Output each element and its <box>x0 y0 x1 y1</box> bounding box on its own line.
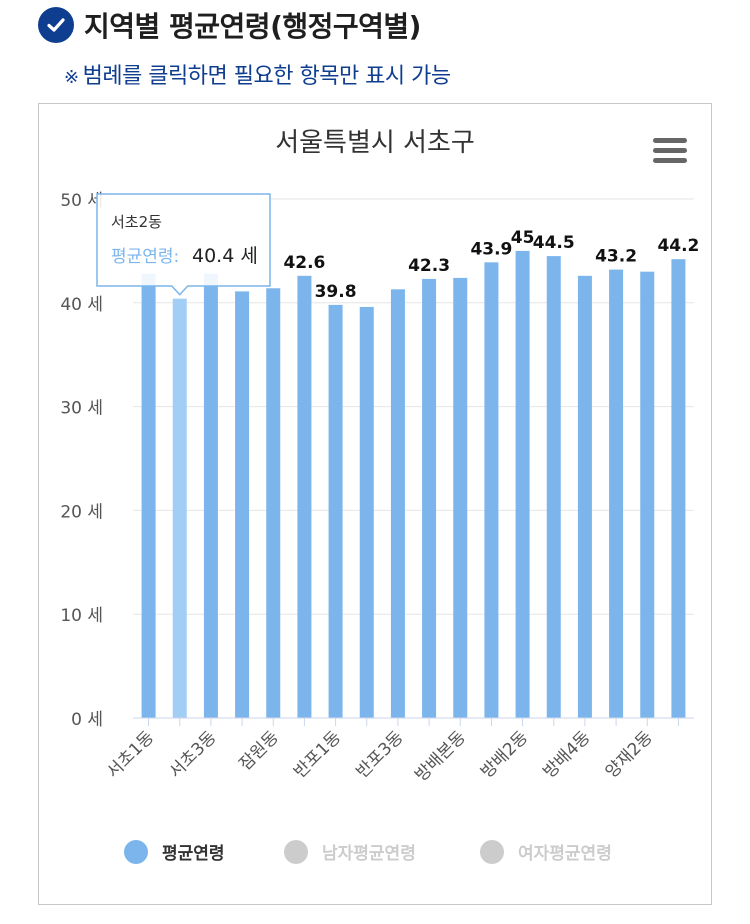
bar-반포3동[interactable] <box>390 289 405 718</box>
x-tick-label: 방배4동 <box>539 727 594 782</box>
y-tick-label: 10 세 <box>60 606 103 626</box>
page-title: 지역별 평균연령(행정구역별) <box>84 10 421 43</box>
data-label: 39.8 <box>315 282 357 302</box>
data-label: 43.2 <box>595 247 637 267</box>
legend-marker <box>124 840 148 864</box>
bar-방배본동[interactable] <box>453 277 468 718</box>
y-tick-label: 20 세 <box>60 502 103 522</box>
x-tick-label: 서초3동 <box>165 727 220 782</box>
tooltip-value: 40.4 세 <box>192 245 258 267</box>
data-label: 45 <box>511 228 535 248</box>
hamburger-menu-icon[interactable] <box>651 134 689 168</box>
bar-양재2동[interactable] <box>640 271 655 718</box>
legend-label: 평균연령 <box>162 843 225 864</box>
bar-서초3동[interactable] <box>203 273 218 718</box>
tooltip-series: 평균연령: <box>111 247 179 267</box>
data-label: 42.3 <box>408 256 450 276</box>
legend-item-여자평균연령[interactable]: 여자평균연령 <box>480 840 612 864</box>
bar-서초2동[interactable] <box>172 298 187 718</box>
x-tick-label: 반포1동 <box>290 727 345 782</box>
x-tick-label: 방배2동 <box>477 727 532 782</box>
x-tick-label: 잠원동 <box>235 727 282 774</box>
legend-marker <box>480 840 504 864</box>
y-tick-label: 50 세 <box>60 191 103 211</box>
data-label: 42.6 <box>283 253 325 273</box>
legend-label: 여자평균연령 <box>518 843 612 864</box>
reference-mark: ※ <box>64 67 79 88</box>
bar-반포본동[interactable] <box>297 275 312 718</box>
bar-chart: 서울특별시 서초구 0 세 10 세 20 세 30 세 40 세 50 세 42.6 39… <box>60 128 701 864</box>
bar-반포1동[interactable] <box>328 304 343 718</box>
legend-item-평균연령[interactable]: 평균연령 <box>124 840 225 864</box>
bar-방배4동[interactable] <box>577 275 592 718</box>
section-header: 지역별 평균연령(행정구역별) <box>38 5 421 45</box>
y-tick-label: 30 세 <box>60 399 103 419</box>
x-tick-label: 양재2동 <box>602 727 657 782</box>
bar-반포2동[interactable] <box>359 306 374 718</box>
bar-잠원동[interactable] <box>266 288 281 718</box>
bar-방배1동[interactable] <box>484 262 499 718</box>
data-label: 44.5 <box>533 233 575 253</box>
legend-hint: ※ 범례를 클릭하면 필요한 항목만 표시 가능 <box>64 58 451 90</box>
bar-내곡동[interactable] <box>671 259 686 718</box>
legend-label: 남자평균연령 <box>322 843 416 864</box>
x-tick-label: 방배본동 <box>411 727 469 785</box>
data-label: 43.9 <box>470 239 512 259</box>
legend-marker <box>284 840 308 864</box>
check-circle-icon <box>38 7 74 43</box>
y-tick-label: 40 세 <box>60 295 103 315</box>
x-tick-label: 서초1동 <box>103 727 158 782</box>
bar-서초4동[interactable] <box>235 291 250 718</box>
chart-panel: 서울특별시 서초구 0 세 10 세 20 세 30 세 40 세 50 세 42.6 39… <box>38 103 712 905</box>
legend-hint-text: 범례를 클릭하면 필요한 항목만 표시 가능 <box>82 64 452 89</box>
bar-방배2동[interactable] <box>515 250 530 718</box>
x-tick-label: 반포3동 <box>352 727 407 782</box>
bar-양재1동[interactable] <box>609 269 624 718</box>
data-label: 44.2 <box>657 236 699 256</box>
y-tick-label: 0 세 <box>71 710 103 730</box>
chart-title: 서울특별시 서초구 <box>275 128 475 158</box>
legend-item-남자평균연령[interactable]: 남자평균연령 <box>284 840 416 864</box>
bar-서초1동[interactable] <box>141 273 156 718</box>
bar-방배3동[interactable] <box>546 256 561 718</box>
bar-반포4동[interactable] <box>422 278 437 718</box>
tooltip-box <box>96 193 271 296</box>
tooltip-title: 서초2동 <box>111 213 162 231</box>
